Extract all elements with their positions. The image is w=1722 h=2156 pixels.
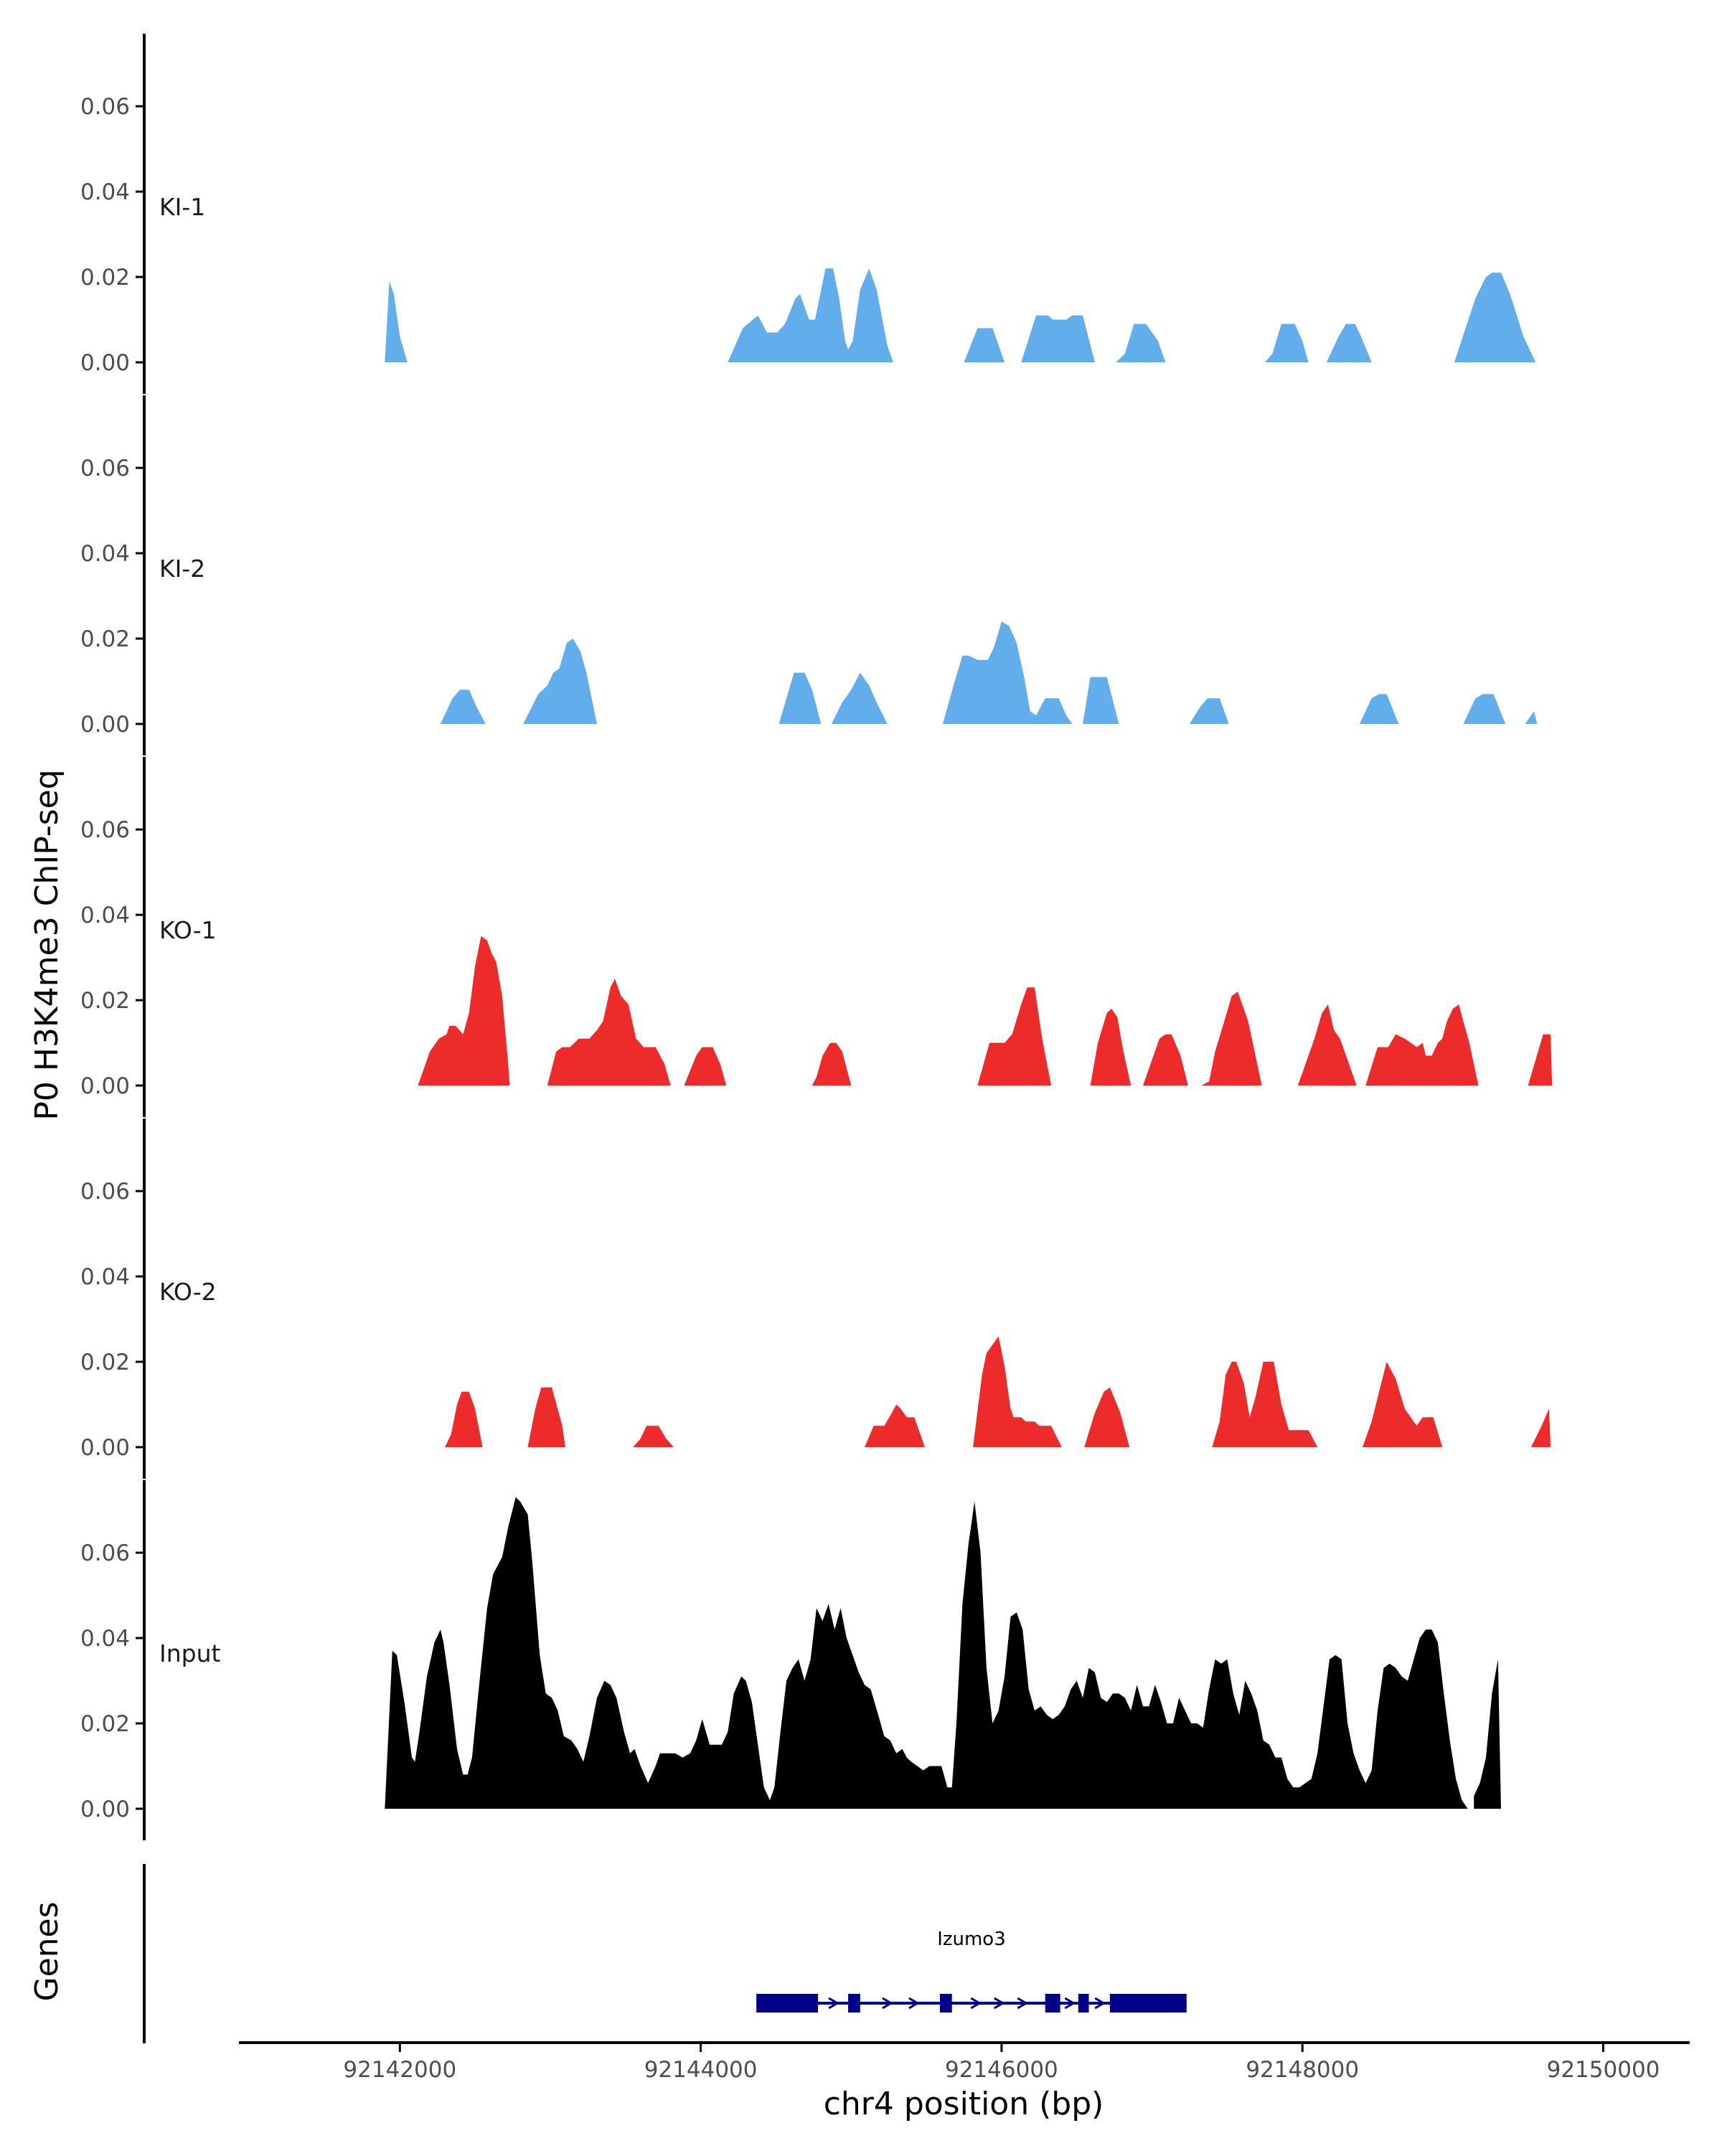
peak-ki-1-5 [1264, 324, 1309, 362]
peak-ko-2-0 [445, 1391, 483, 1447]
track-label-ko-2: KO-2 [159, 1278, 217, 1306]
x-tick-label-4: 92150000 [1547, 2057, 1660, 2083]
gene-exon-1 [848, 1994, 860, 2013]
gene-exon-3 [1045, 1994, 1060, 2013]
y-tick-label-ki-2-2: 0.04 [80, 541, 130, 567]
peak-ki-2-8 [1463, 694, 1506, 724]
peak-ki-2-2 [778, 672, 822, 724]
y-tick-label-ki-1-2: 0.04 [80, 179, 130, 205]
peak-ko-1-5 [1090, 1008, 1131, 1086]
x-tick-label-0: 92142000 [343, 2057, 456, 2083]
peak-input-1 [1474, 1659, 1501, 1809]
peak-ko-2-3 [865, 1404, 925, 1447]
gene-exon-0 [756, 1994, 819, 2013]
y-tick-label-ki-2-1: 0.02 [80, 626, 130, 652]
strand-arrow-1-1 [882, 1997, 893, 2010]
genes-axis-title: Genes [29, 1901, 65, 2001]
strand-arrow-3-1 [1064, 1997, 1076, 2010]
y-axis-title: P0 H3K4me3 ChIP-seq [29, 769, 65, 1120]
peak-ki-2-0 [440, 689, 486, 724]
y-tick-label-ki-1-3: 0.06 [80, 94, 130, 120]
peak-ko-2-7 [1363, 1362, 1443, 1447]
peak-ki-1-7 [1454, 273, 1536, 362]
x-tick-label-3: 92148000 [1246, 2057, 1359, 2083]
y-tick-label-ko-1-2: 0.04 [80, 903, 130, 928]
peak-ki-1-3 [1021, 315, 1095, 362]
peak-ko-2-8 [1530, 1408, 1551, 1447]
y-tick-label-ki-1-0: 0.00 [80, 350, 130, 376]
gene-exon-5 [1109, 1994, 1187, 2013]
y-tick-label-ko-1-3: 0.06 [80, 817, 130, 843]
y-tick-label-ko-2-2: 0.04 [80, 1264, 130, 1290]
peak-ki-2-7 [1359, 694, 1399, 724]
y-tick-label-ki-1-1: 0.02 [80, 265, 130, 291]
peak-ko-1-6 [1143, 1034, 1188, 1086]
peak-ko-2-2 [633, 1426, 674, 1447]
peak-ki-1-4 [1116, 324, 1166, 362]
strand-arrow-4-1 [1094, 1997, 1106, 2010]
y-tick-label-ko-2-3: 0.06 [80, 1179, 130, 1205]
peak-input-0 [385, 1497, 1468, 1809]
strand-arrow-1-2 [908, 1997, 920, 2010]
peak-ko-1-2 [684, 1047, 727, 1086]
peak-ki-1-0 [385, 281, 408, 362]
y-tick-label-input-0: 0.00 [80, 1797, 130, 1822]
peak-ki-2-3 [832, 672, 888, 724]
peak-ko-1-10 [1528, 1034, 1553, 1086]
x-tick-label-2: 92146000 [945, 2057, 1058, 2083]
peak-ko-2-1 [527, 1387, 565, 1447]
peak-ki-1-6 [1326, 324, 1372, 362]
peak-ko-1-1 [547, 979, 671, 1086]
peak-ki-2-5 [1083, 677, 1119, 724]
peak-ko-1-3 [811, 1042, 852, 1086]
track-label-ko-1: KO-1 [159, 916, 217, 944]
peak-ko-1-4 [977, 987, 1052, 1086]
y-tick-label-input-1: 0.02 [80, 1711, 130, 1737]
peak-ki-2-4 [943, 621, 1073, 724]
track-label-ki-1: KI-1 [159, 193, 205, 221]
y-tick-label-ki-2-0: 0.00 [80, 712, 130, 738]
peak-ko-1-8 [1297, 1004, 1357, 1086]
y-tick-label-ko-1-1: 0.02 [80, 988, 130, 1014]
strand-arrow-2-1 [970, 1997, 982, 2010]
strand-arrow-0-1 [828, 1997, 840, 2010]
track-label-ki-2: KI-2 [159, 555, 205, 583]
peak-ko-2-5 [1084, 1387, 1130, 1447]
y-tick-label-ko-1-0: 0.00 [80, 1073, 130, 1099]
peak-ko-2-4 [973, 1336, 1062, 1447]
peak-ko-2-6 [1212, 1362, 1318, 1447]
peak-ki-2-9 [1525, 711, 1538, 724]
x-tick-label-1: 92144000 [644, 2057, 758, 2083]
peak-ki-1-2 [964, 328, 1005, 362]
y-tick-label-ki-2-3: 0.06 [80, 456, 130, 481]
peak-ki-2-6 [1190, 698, 1229, 724]
y-tick-label-input-3: 0.06 [80, 1540, 130, 1566]
gene-label: Izumo3 [937, 1929, 1006, 1950]
gene-exon-4 [1078, 1994, 1089, 2013]
peak-ko-1-9 [1365, 1004, 1479, 1086]
peak-ko-1-0 [418, 936, 510, 1086]
peak-ki-1-1 [728, 268, 893, 362]
strand-arrow-2-3 [1017, 1997, 1029, 2010]
y-tick-label-ko-2-0: 0.00 [80, 1435, 130, 1461]
track-label-input: Input [159, 1639, 221, 1667]
y-tick-label-input-2: 0.04 [80, 1626, 130, 1652]
peak-ko-1-7 [1201, 992, 1262, 1086]
peak-ki-2-1 [523, 639, 597, 724]
x-axis-title: chr4 position (bp) [824, 2086, 1104, 2122]
strand-arrow-2-2 [993, 1997, 1005, 2010]
gene-exon-2 [939, 1994, 952, 2013]
y-tick-label-ko-2-1: 0.02 [80, 1350, 130, 1375]
